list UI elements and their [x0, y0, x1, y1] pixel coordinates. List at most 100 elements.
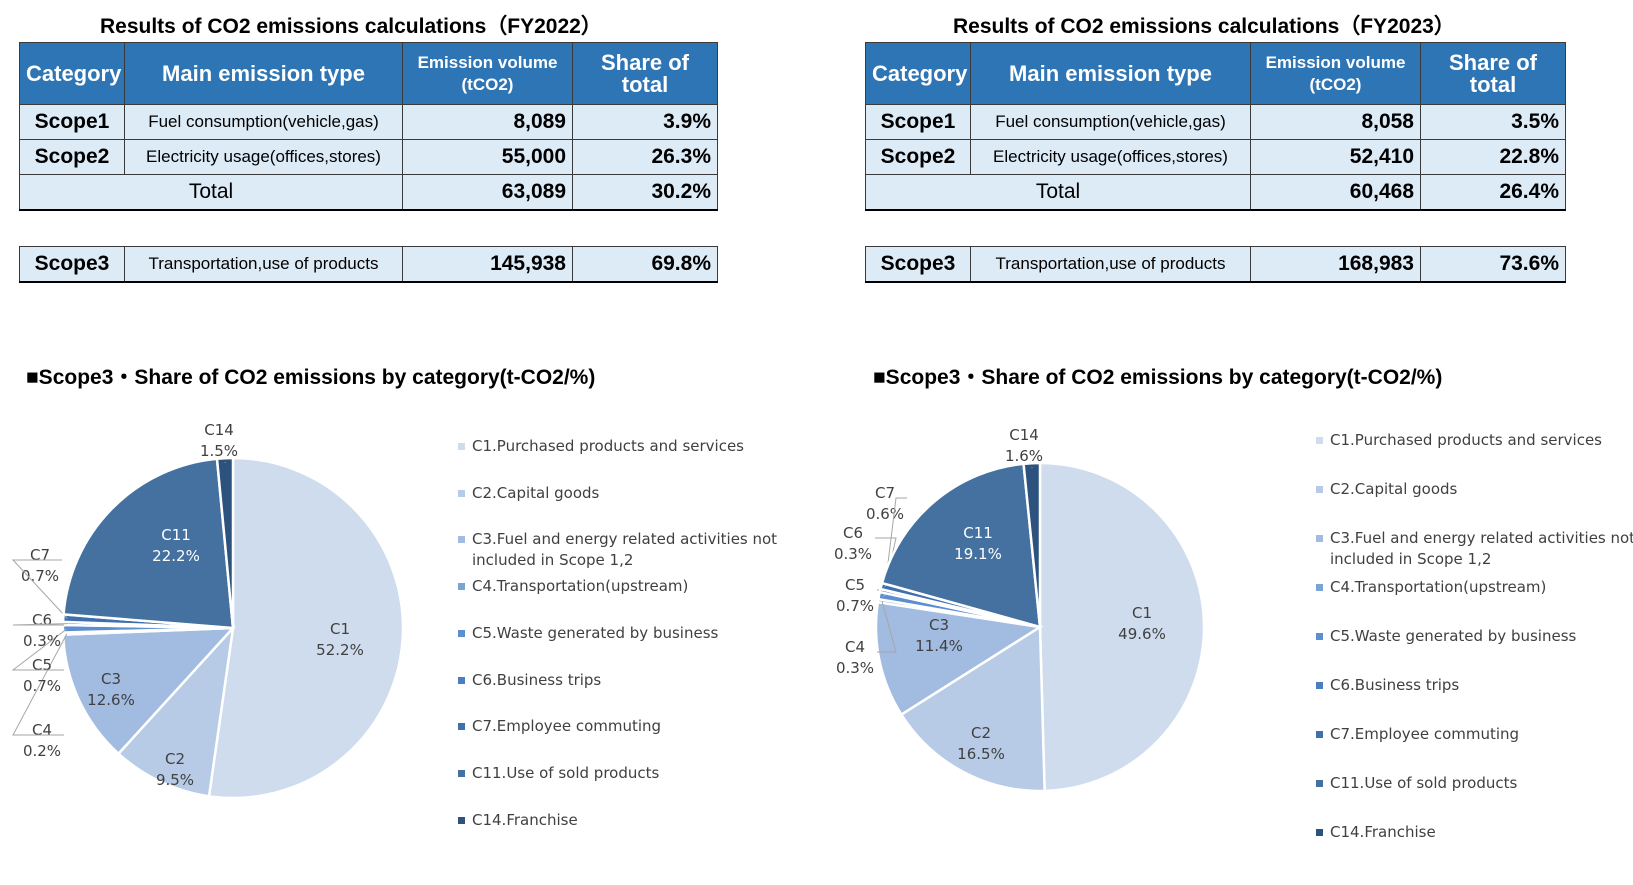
slice-label-c6: C6: [32, 611, 52, 629]
header-volume: Emission volume (tCO2): [1250, 42, 1421, 105]
pie-slice-c11: [62, 457, 235, 630]
cell-type: Electricity usage(offices,stores): [970, 139, 1251, 175]
cell-category: Scope3: [865, 246, 971, 283]
legend-swatch: [1316, 584, 1323, 591]
table-row-total: Total 63,089 30.2%: [19, 174, 718, 211]
slice-value-c14: 1.6%: [1005, 447, 1043, 465]
header-category: Category: [19, 42, 125, 105]
table-row-scope2: Scope2 Electricity usage(offices,stores)…: [19, 139, 718, 175]
legend-item-c3: C3.Fuel and energy related activities no…: [1316, 528, 1633, 570]
slice-label-c3: C3: [929, 616, 949, 634]
slice-label-c7: C7: [30, 546, 50, 564]
legend-item-c14: C14.Franchise: [458, 810, 792, 831]
legend-swatch: [1316, 829, 1323, 836]
leader-line-c7: [884, 497, 907, 588]
legend-swatch: [458, 629, 465, 637]
table-row-scope3: Scope3 Transportation,use of products 16…: [865, 246, 1566, 283]
cell-share: 26.4%: [1420, 174, 1566, 211]
slice-value-c11: 22.2%: [152, 547, 200, 565]
cell-type: Fuel consumption(vehicle,gas): [124, 104, 403, 140]
cell-type: Fuel consumption(vehicle,gas): [970, 104, 1251, 140]
slice-label-c1: C1: [330, 620, 350, 638]
legend-item-c2: C2.Capital goods: [458, 483, 792, 504]
scope3-pie-chart: C1 52.2% C2 9.5% C3 12.6% C4 0.2% C5 0.7% C6 0.3% C7…: [11, 421, 405, 800]
legend-swatch: [458, 769, 465, 777]
slice-value-c11: 19.1%: [954, 545, 1002, 563]
leader-line-c7: [11, 559, 68, 619]
legend-label: C4.Transportation(upstream): [472, 577, 689, 596]
pie-slice-c2: [899, 624, 1046, 793]
cell-share: 22.8%: [1420, 139, 1566, 175]
legend-swatch: [1316, 682, 1323, 689]
legend-label: C1.Purchased products and services: [1330, 431, 1602, 449]
legend-swatch: [1316, 486, 1323, 493]
slice-label-c2: C2: [165, 750, 185, 768]
legend-label: C7.Employee commuting: [472, 717, 662, 736]
legend-swatch: [1316, 535, 1323, 542]
emissions-table: Category Main emission type Emission vol…: [19, 42, 718, 211]
cell-type: Electricity usage(offices,stores): [124, 139, 403, 175]
cell-share: 26.3%: [572, 139, 718, 175]
slice-value-c7: 0.7%: [21, 567, 59, 585]
table-header-row: Category Main emission type Emission vol…: [865, 42, 1566, 105]
table-row-scope3: Scope3 Transportation,use of products 14…: [19, 246, 718, 283]
slice-value-c5: 0.7%: [23, 677, 61, 695]
legend-item-c6: C6.Business trips: [458, 670, 792, 691]
pie-legend: C1.Purchased products and services C2.Cap…: [458, 436, 798, 856]
slice-label-c2: C2: [971, 724, 991, 742]
legend-label: C5.Waste generated by business: [1330, 627, 1577, 645]
legend-item-c5: C5.Waste generated by business: [458, 623, 792, 644]
slice-label-c1: C1: [1132, 604, 1152, 622]
pie-title: ■Scope3・Share of CO2 emissions by catego…: [26, 366, 596, 389]
cell-category: Scope1: [19, 104, 125, 140]
pie-slice-c3: [874, 600, 1044, 717]
legend-label: C11.Use of sold products: [1330, 774, 1518, 792]
pie-slice-c1: [1038, 461, 1206, 793]
legend-label: C4.Transportation(upstream): [1330, 578, 1547, 596]
header-share: Share of total: [1420, 42, 1566, 105]
slice-value-c7: 0.6%: [866, 505, 904, 523]
legend-swatch: [1316, 731, 1323, 738]
pie-slice-c14: [1022, 461, 1042, 628]
slice-label-c6: C6: [843, 524, 863, 542]
leader-line-c6: [12, 623, 68, 626]
pie-slice-c11: [880, 462, 1042, 629]
legend-swatch: [458, 443, 465, 450]
slice-label-c5: C5: [845, 576, 865, 594]
table-row-scope1: Scope1 Fuel consumption(vehicle,gas) 8,0…: [19, 104, 718, 140]
slice-label-c4: C4: [845, 638, 865, 656]
legend-item-c11: C11.Use of sold products: [1316, 773, 1633, 794]
slice-value-c6: 0.3%: [834, 545, 872, 563]
legend-item-c3: C3.Fuel and energy related activities no…: [458, 529, 792, 571]
cell-volume: 55,000: [402, 139, 573, 175]
legend-item-c4: C4.Transportation(upstream): [1316, 577, 1633, 598]
pie-legend: C1.Purchased products and services C2.Cap…: [1316, 430, 1633, 870]
legend-label: C3.Fuel and energy related activities no…: [472, 530, 778, 570]
cell-type: Transportation,use of products: [124, 246, 403, 283]
pie-slice-c1: [207, 456, 405, 800]
legend-item-c7: C7.Employee commuting: [458, 716, 792, 737]
legend-label: C14.Franchise: [1330, 823, 1436, 841]
header-volume: Emission volume (tCO2): [402, 42, 573, 105]
legend-label: C5.Waste generated by business: [472, 623, 719, 642]
slice-label-c14: C14: [1009, 426, 1039, 444]
fy2023-panel: Results of CO2 emissions calculations（FY…: [834, 0, 1633, 885]
legend-label: C1.Purchased products and services: [472, 437, 744, 455]
header-category: Category: [865, 42, 971, 105]
slice-label-c5: C5: [32, 656, 52, 674]
cell-volume: 52,410: [1250, 139, 1421, 175]
slice-value-c4: 0.3%: [836, 659, 874, 677]
cell-type: Transportation,use of products: [970, 246, 1251, 283]
cell-category: Scope1: [865, 104, 971, 140]
table-row-scope2: Scope2 Electricity usage(offices,stores)…: [865, 139, 1566, 175]
slice-value-c6: 0.3%: [23, 632, 61, 650]
legend-swatch: [458, 536, 465, 544]
slice-value-c1: 49.6%: [1118, 625, 1166, 643]
legend-swatch: [458, 676, 465, 684]
legend-label: C7.Employee commuting: [1330, 725, 1520, 743]
cell-volume: 63,089: [402, 174, 573, 211]
legend-swatch: [458, 723, 465, 731]
slice-value-c3: 12.6%: [87, 691, 135, 709]
legend-swatch: [1316, 633, 1323, 640]
legend-swatch: [458, 583, 465, 591]
